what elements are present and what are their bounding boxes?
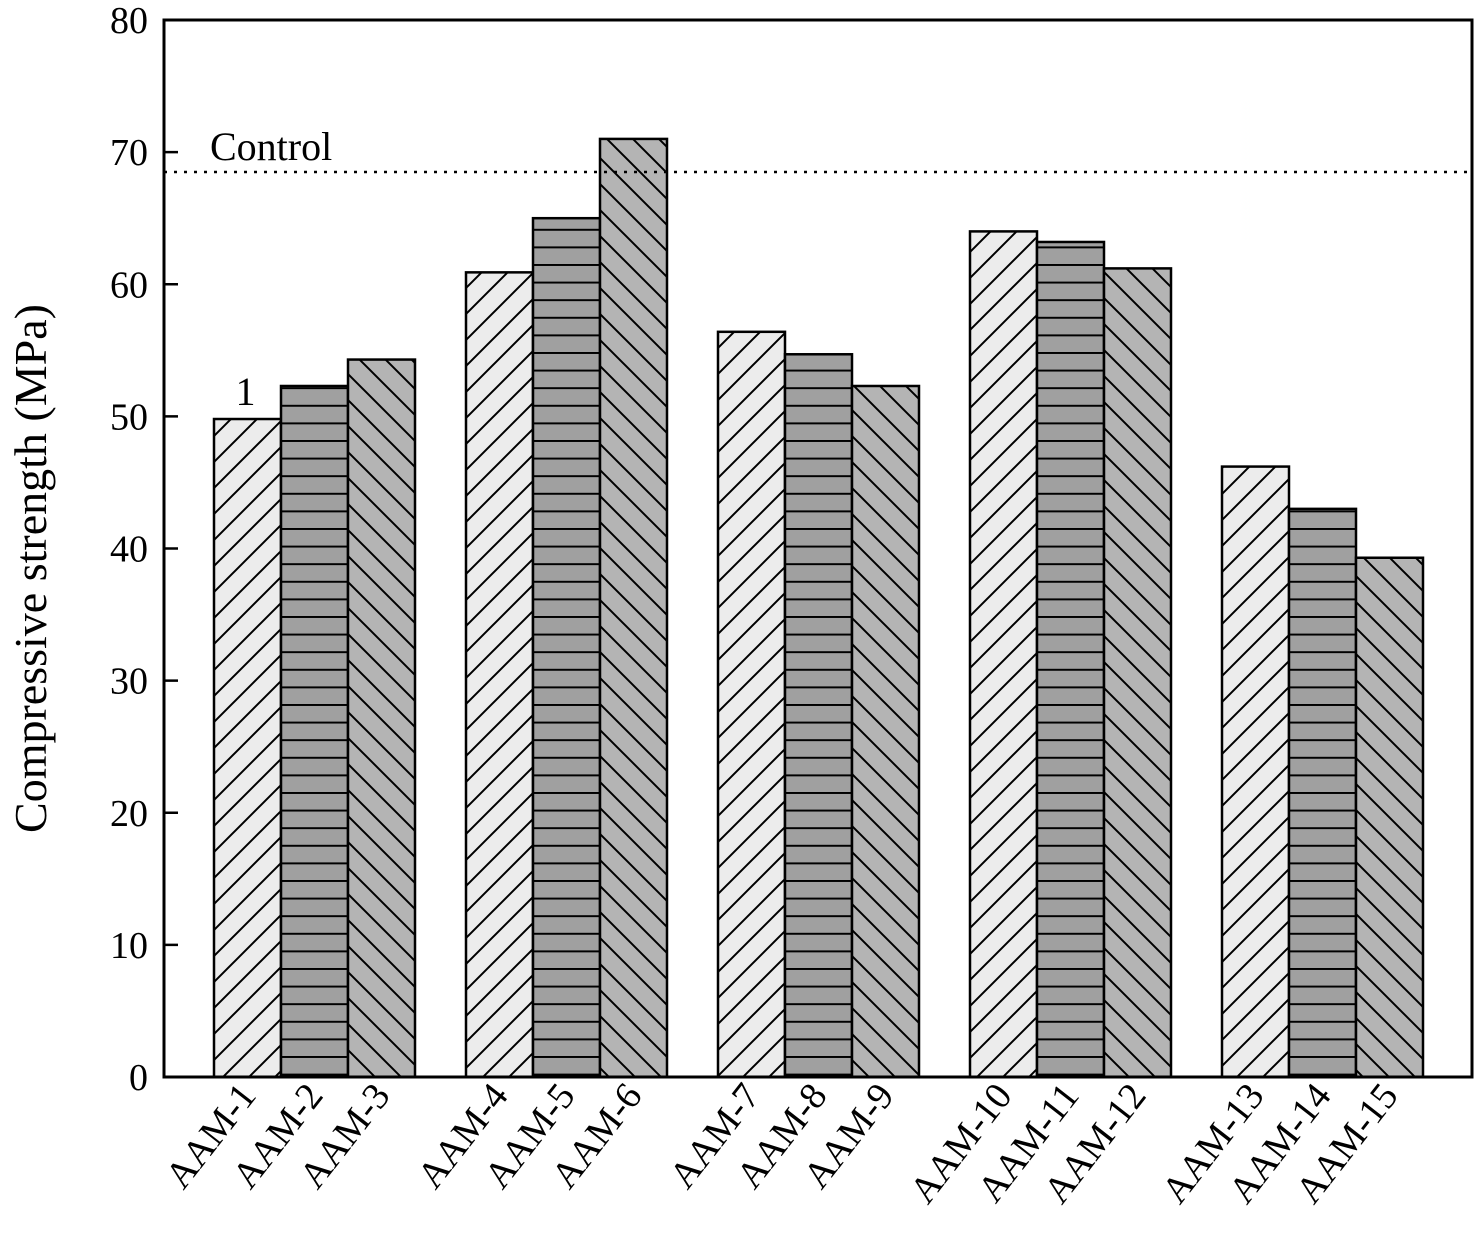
- bar-aam-4: [464, 271, 535, 1079]
- bar-aam-6: [598, 137, 669, 1079]
- bar-aam-13: [1220, 465, 1291, 1079]
- bar-aam-11: [1035, 240, 1106, 1079]
- y-axis-title: Compressive strength (MPa): [5, 304, 56, 833]
- bar-aam-8: [783, 353, 854, 1079]
- bar-aam-5: [531, 216, 602, 1079]
- bar-aam-3: [346, 358, 417, 1079]
- bar-aam-14: [1287, 507, 1358, 1079]
- y-tick-label: 0: [129, 1057, 148, 1099]
- plot-frame: [162, 18, 1474, 1079]
- bars: [212, 137, 1425, 1079]
- bar-aam-1: [212, 417, 283, 1079]
- y-tick-label: 70: [110, 132, 148, 174]
- bar-aam-9: [850, 384, 921, 1079]
- bar-aam-10: [968, 230, 1039, 1079]
- bar-aam-7: [716, 330, 787, 1079]
- y-tick-label: 50: [110, 396, 148, 438]
- bar-aam-15: [1354, 556, 1425, 1079]
- control-label: Control: [210, 124, 332, 169]
- y-tick-label: 10: [110, 925, 148, 967]
- y-tick-label: 60: [110, 264, 148, 306]
- y-tick-label: 80: [110, 0, 148, 42]
- y-tick-label: 40: [110, 529, 148, 571]
- bar-annotation: 1: [236, 369, 256, 414]
- y-tick-label: 30: [110, 661, 148, 703]
- bar-aam-2: [279, 384, 350, 1079]
- y-tick-label: 20: [110, 793, 148, 835]
- y-axis-ticks: 0 10 20 30 40 50 60 70 80: [110, 0, 178, 1099]
- bar-aam-12: [1102, 267, 1173, 1079]
